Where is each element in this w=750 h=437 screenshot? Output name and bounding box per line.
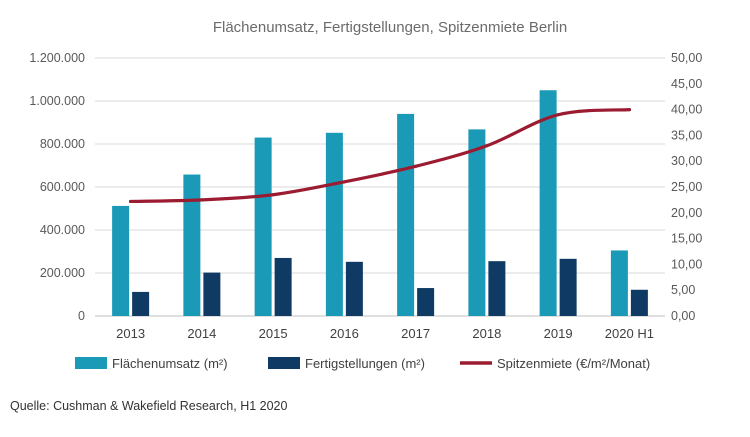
right-tick-label: 35,00 bbox=[671, 128, 702, 142]
right-tick-label: 25,00 bbox=[671, 180, 702, 194]
bar-flaechenumsatz bbox=[183, 174, 201, 316]
x-tick-label: 2014 bbox=[187, 326, 216, 341]
right-tick-label: 20,00 bbox=[671, 206, 702, 220]
x-tick-label: 2016 bbox=[330, 326, 359, 341]
right-tick-label: 40,00 bbox=[671, 103, 702, 117]
line-point bbox=[485, 144, 489, 148]
source-note: Quelle: Cushman & Wakefield Research, H1… bbox=[10, 399, 288, 413]
line-spitzenmiete bbox=[129, 108, 631, 204]
legend-label: Spitzenmiete (€/m²/Monat) bbox=[497, 356, 650, 371]
bar-flaechenumsatz bbox=[112, 205, 130, 316]
left-tick-label: 800.000 bbox=[40, 137, 85, 151]
x-axis-ticks: 2013 2014 2015 2016 2017 2018 2019 2020 H1 bbox=[116, 326, 654, 341]
right-tick-label: 15,00 bbox=[671, 232, 702, 246]
bars-group bbox=[112, 90, 648, 317]
x-tick-label: 2015 bbox=[259, 326, 288, 341]
line-point bbox=[627, 108, 631, 112]
line-point bbox=[342, 180, 346, 184]
legend-swatch bbox=[268, 357, 300, 369]
x-tick-label: 2017 bbox=[401, 326, 430, 341]
x-tick-label: 2019 bbox=[544, 326, 573, 341]
chart-title: Flächenumsatz, Fertigstellungen, Spitzen… bbox=[213, 19, 567, 36]
line-series-group bbox=[129, 108, 631, 204]
left-tick-label: 1.000.000 bbox=[29, 94, 85, 108]
legend-swatch bbox=[75, 357, 107, 369]
right-tick-label: 30,00 bbox=[671, 154, 702, 168]
left-tick-label: 0 bbox=[78, 309, 85, 323]
legend-label: Fertigstellungen (m²) bbox=[305, 356, 425, 371]
right-tick-label: 5,00 bbox=[671, 283, 695, 297]
bar-flaechenumsatz bbox=[468, 129, 486, 316]
line-point bbox=[200, 198, 204, 202]
right-tick-label: 50,00 bbox=[671, 51, 702, 65]
bar-flaechenumsatz bbox=[397, 113, 415, 317]
left-axis-ticks: 0 200.000 400.000 600.000 800.000 1.000.000 1.… bbox=[29, 51, 85, 323]
left-tick-label: 200.000 bbox=[40, 266, 85, 280]
line-point bbox=[556, 113, 560, 117]
bar-flaechenumsatz bbox=[325, 132, 343, 316]
x-tick-label: 2013 bbox=[116, 326, 145, 341]
right-tick-label: 0,00 bbox=[671, 309, 695, 323]
gridlines bbox=[95, 57, 665, 317]
bar-fertigstellungen bbox=[132, 291, 150, 316]
bar-fertigstellungen bbox=[488, 261, 506, 316]
line-point bbox=[129, 199, 133, 204]
bar-fertigstellungen bbox=[203, 272, 221, 316]
bar-flaechenumsatz bbox=[539, 90, 557, 316]
x-tick-label: 2018 bbox=[472, 326, 501, 341]
bar-fertigstellungen bbox=[417, 288, 435, 316]
bar-flaechenumsatz bbox=[254, 137, 272, 316]
right-tick-label: 10,00 bbox=[671, 257, 702, 271]
left-tick-label: 400.000 bbox=[40, 223, 85, 237]
bar-flaechenumsatz bbox=[610, 250, 628, 316]
line-point bbox=[414, 164, 418, 168]
legend: Flächenumsatz (m²) Fertigstellungen (m²) S… bbox=[75, 356, 650, 371]
bar-fertigstellungen bbox=[630, 289, 648, 316]
left-tick-label: 1.200.000 bbox=[29, 51, 85, 65]
right-axis-ticks: 0,00 5,00 10,00 15,00 20,00 25,00 30,00 35,00 40… bbox=[671, 51, 702, 323]
line-point bbox=[271, 193, 275, 197]
right-tick-label: 45,00 bbox=[671, 77, 702, 91]
bar-fertigstellungen bbox=[559, 258, 577, 316]
bar-fertigstellungen bbox=[274, 257, 292, 316]
bar-fertigstellungen bbox=[345, 261, 363, 316]
legend-label: Flächenumsatz (m²) bbox=[112, 356, 228, 371]
left-tick-label: 600.000 bbox=[40, 180, 85, 194]
x-tick-label: 2020 H1 bbox=[605, 326, 654, 341]
